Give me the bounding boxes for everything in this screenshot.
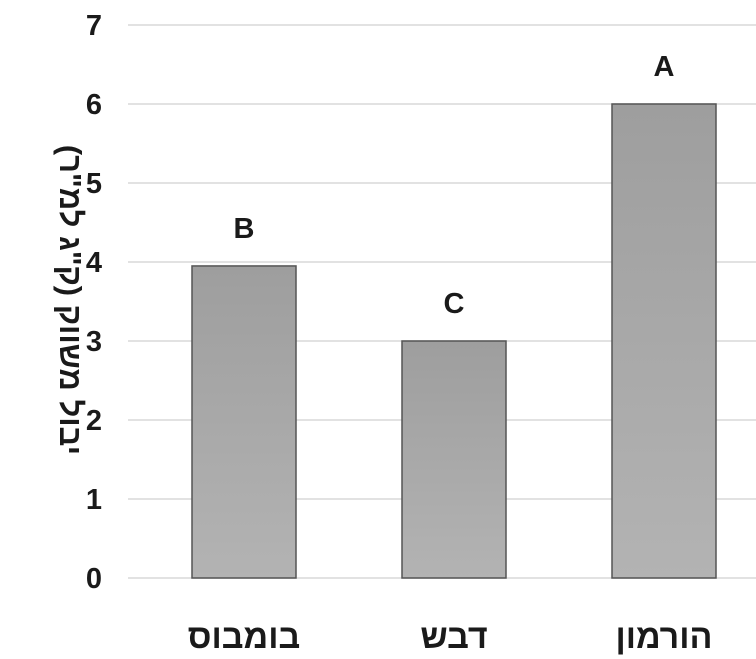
y-tick-label: 2	[86, 405, 102, 437]
y-axis-title: יבול משווק (ק"ג למ"ר)	[53, 145, 88, 455]
y-tick-label: 5	[86, 168, 102, 200]
data-labels: B C A	[234, 51, 675, 320]
y-tick-label: 6	[86, 89, 102, 121]
bar-0	[191, 265, 297, 579]
y-tick-label: 4	[86, 247, 102, 279]
x-category-label: דבש	[420, 618, 487, 656]
y-tick-labels: 0 1 2 3 4 5 6 7	[86, 10, 102, 595]
y-tick-label: 7	[86, 10, 102, 42]
x-category-label: בומבוס	[188, 618, 300, 656]
bar-1	[401, 340, 507, 579]
data-label: A	[654, 51, 675, 83]
y-tick-label: 1	[86, 484, 102, 516]
data-label: B	[234, 213, 255, 245]
bars-layer	[191, 103, 717, 579]
data-label: C	[444, 288, 465, 320]
x-category-labels: בומבוס דבש הורמון	[188, 618, 713, 656]
x-category-label: הורמון	[615, 618, 712, 656]
y-tick-label: 0	[86, 563, 102, 595]
y-tick-label: 3	[86, 326, 102, 358]
bar-2	[611, 103, 717, 579]
